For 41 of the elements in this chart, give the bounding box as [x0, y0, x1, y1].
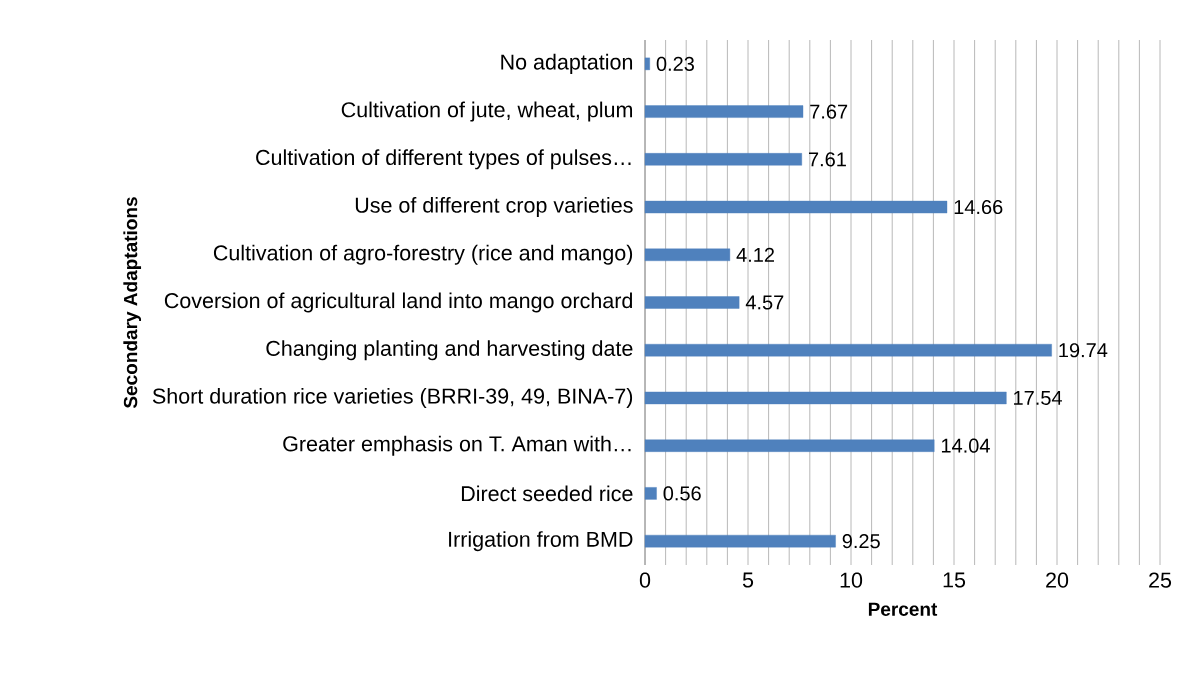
- bar: [644, 153, 802, 166]
- data-label: 7.67: [810, 104, 848, 119]
- bar: [644, 344, 1052, 357]
- data-label: 0.23: [656, 56, 694, 71]
- y-tick-label: Greater emphasis on T. Aman with…: [283, 435, 631, 456]
- bar: [644, 487, 657, 500]
- y-tick-label: Changing planting and harvesting date: [266, 340, 633, 361]
- bar: [644, 439, 935, 452]
- y-tick-label: Cultivation of jute, wheat, plum: [341, 101, 633, 122]
- y-tick-label: Cultivation of different types of pulses…: [256, 149, 631, 170]
- bar: [644, 391, 1007, 405]
- x-tick-label: 20: [1046, 572, 1069, 588]
- data-label: 17.54: [1014, 390, 1062, 405]
- x-tick-label: 25: [1149, 572, 1172, 588]
- y-tick-label: Cultivation of agro-forestry (rice and mango): [213, 244, 633, 265]
- bar: [644, 534, 836, 548]
- y-tick-label: No adaptation: [501, 53, 633, 74]
- data-label: 0.56: [663, 486, 701, 501]
- bar: [644, 200, 948, 214]
- y-tick-label: Irrigation from BMD: [449, 531, 633, 552]
- x-tick-label: 15: [943, 572, 966, 588]
- data-label: 4.12: [736, 247, 774, 262]
- data-label: 7.61: [808, 152, 846, 167]
- x-tick-label: 10: [840, 572, 863, 588]
- y-axis-title: Secondary Adaptations: [123, 197, 142, 409]
- data-label: 19.74: [1059, 343, 1108, 358]
- bar: [644, 105, 804, 118]
- y-tick-label: Short duration rice varieties (BRRI-39, 49, BINA-7): [152, 387, 633, 408]
- bar: [644, 57, 650, 71]
- data-label: 4.57: [745, 295, 784, 310]
- y-tick-label: Use of different crop varieties: [355, 197, 633, 218]
- data-label: 14.66: [954, 199, 1003, 215]
- bar: [644, 248, 731, 261]
- data-label: 9.25: [842, 534, 880, 549]
- x-tick-label: 0: [639, 572, 651, 588]
- x-axis-title: Percent: [868, 602, 938, 616]
- bar: [644, 296, 740, 309]
- x-tick-label: 5: [742, 572, 754, 588]
- y-tick-label: Coversion of agricultural land into mango orchard: [164, 292, 632, 313]
- y-tick-label: Direct seeded rice: [461, 485, 633, 502]
- data-label: 14.04: [941, 438, 990, 453]
